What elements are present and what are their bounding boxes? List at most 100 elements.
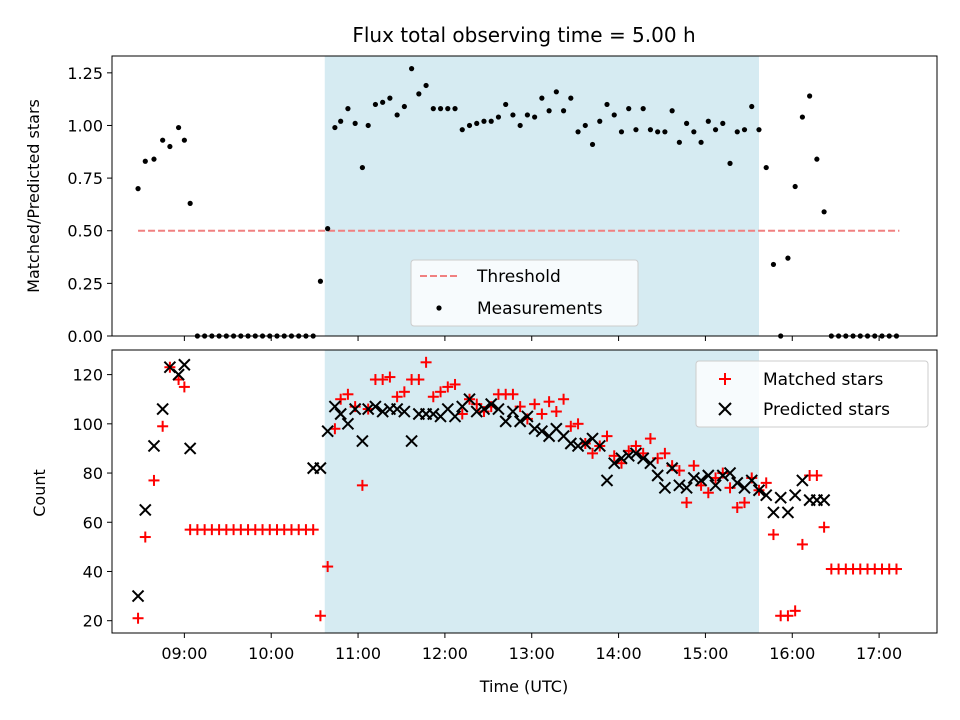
legend-threshold-label: Threshold: [476, 267, 561, 287]
measurement-point: [445, 106, 451, 112]
matched-star-point: [572, 418, 584, 430]
bottom-y-tick-label: 40: [83, 562, 103, 581]
measurement-point: [611, 112, 617, 118]
predicted-star-point: [172, 368, 185, 381]
measurement-point: [135, 186, 141, 192]
predicted-star-point: [448, 410, 462, 423]
predicted-star-point: [774, 491, 787, 504]
matched-star-point: [688, 460, 700, 472]
measurement-point: [633, 127, 639, 133]
predicted-star-point: [781, 506, 795, 519]
top-y-tick-label: 0.75: [67, 169, 103, 188]
predicted-star-point: [694, 474, 708, 487]
bottom-y-tick-label: 80: [83, 464, 103, 483]
legend-matched-label: Matched stars: [763, 370, 883, 390]
predicted-star-point: [398, 405, 411, 418]
bottom-y-tick-label: 100: [72, 415, 103, 434]
matched-star-point: [811, 470, 823, 482]
matched-star-point: [558, 393, 570, 405]
x-tick-label: 16:00: [769, 644, 815, 663]
measurement-point: [181, 137, 187, 143]
matched-star-point: [335, 393, 347, 405]
matched-star-point: [398, 386, 410, 398]
measurement-point: [416, 91, 422, 97]
bottom-y-axis-label: Count: [30, 469, 49, 517]
matched-star-point: [132, 612, 144, 624]
predicted-star-point: [314, 461, 327, 475]
measurement-point: [466, 122, 473, 129]
predicted-star-point: [709, 479, 722, 492]
predicted-star-point: [499, 415, 512, 428]
measurement-point: [380, 99, 386, 105]
predicted-star-point: [788, 488, 802, 502]
measurement-point: [474, 120, 480, 126]
measurement-point: [488, 118, 494, 124]
matched-star-point: [630, 440, 642, 452]
matched-star-point: [435, 386, 447, 398]
matched-star-point: [796, 538, 808, 550]
matched-star-point: [565, 420, 577, 432]
measurement-point: [799, 114, 805, 120]
x-tick-label: 13:00: [509, 644, 555, 663]
measurement-point: [142, 158, 148, 164]
predicted-star-point: [723, 466, 737, 480]
predicted-star-point: [760, 488, 773, 502]
measurement-point: [589, 141, 596, 148]
legend-measurements-label: Measurements: [477, 299, 603, 319]
predicted-star-point: [593, 439, 606, 453]
top-y-tick-label: 1.25: [67, 64, 103, 83]
predicted-star-point: [178, 358, 191, 371]
measurement-point: [727, 160, 733, 166]
predicted-star-point: [716, 469, 729, 482]
bottom-observing-span: [324, 350, 759, 633]
measurement-point: [640, 106, 646, 112]
predicted-star-point: [356, 434, 369, 448]
measurement-point: [763, 164, 769, 171]
matched-star-point: [739, 497, 750, 509]
measurement-point: [372, 101, 379, 108]
measurement-point: [626, 106, 632, 112]
measurement-point: [175, 124, 182, 131]
measurement-point: [452, 106, 458, 112]
matched-star-point: [307, 524, 319, 536]
bottom-y-ticks: 20 40 60 80 100 120: [72, 366, 112, 631]
bottom-legend: Matched stars Predicted stars: [695, 360, 929, 428]
predicted-star-point: [156, 402, 169, 416]
measurement-point: [524, 112, 530, 118]
measurement-point: [814, 156, 820, 162]
x-tick-label: 11:00: [335, 644, 381, 663]
top-y-tick-label: 1.00: [67, 116, 103, 135]
predicted-star-point: [702, 469, 715, 482]
predicted-star-point: [341, 417, 355, 431]
matched-star-point: [550, 406, 562, 418]
measurement-point: [409, 66, 415, 72]
predicted-star-point: [745, 474, 758, 487]
predicted-star-point: [817, 493, 831, 507]
measurement-point: [532, 114, 538, 120]
matched-star-point: [543, 396, 555, 408]
measurement-point: [517, 122, 523, 129]
matched-star-point: [782, 610, 794, 622]
bottom-x-ticks: 09:00 10:00 11:00 12:00 13:00 14:00 15:00 16:00…: [161, 633, 902, 663]
matched-star-point: [377, 374, 389, 386]
measurement-point: [821, 209, 827, 215]
predicted-star-point: [644, 456, 657, 470]
measurement-point: [560, 108, 567, 114]
matched-star-point: [314, 610, 326, 622]
matched-star-point: [681, 497, 693, 509]
x-axis-label: Time (UTC): [479, 677, 568, 696]
measurement-point: [705, 118, 711, 124]
measurement-point: [684, 120, 690, 126]
x-tick-label: 17:00: [856, 644, 902, 663]
measurement-point: [401, 103, 407, 110]
matched-star-point: [442, 381, 454, 393]
measurement-point: [510, 112, 516, 118]
predicted-star-point: [147, 439, 161, 453]
predicted-star-points: [131, 358, 831, 603]
measurement-point: [785, 255, 791, 261]
measurement-point: [459, 127, 465, 133]
predicted-star-point: [328, 400, 342, 413]
measurement-point: [338, 118, 344, 124]
measurement-point: [655, 129, 661, 135]
